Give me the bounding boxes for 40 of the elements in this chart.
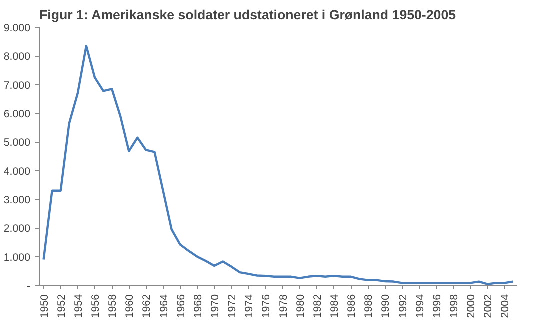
x-tick-label: 1954	[72, 294, 85, 318]
y-tick-label: 2.000	[4, 223, 31, 236]
x-tick-label: 2000	[466, 294, 478, 318]
x-tick-label: 1980	[294, 294, 307, 318]
y-tick-label: 5.000	[4, 137, 31, 150]
y-tick-label: 7.000	[4, 80, 31, 92]
x-tick-label: 1950	[38, 294, 51, 318]
x-tick-label: 1966	[175, 294, 188, 318]
x-tick-label: 1970	[209, 294, 222, 318]
x-tick-label: 1952	[56, 294, 68, 318]
x-tick-label: 1992	[397, 294, 410, 318]
x-tick-label: 1960	[124, 294, 136, 318]
x-tick-label: 1996	[431, 294, 444, 318]
line-series	[42, 45, 514, 286]
x-tick-label: 1984	[328, 294, 341, 318]
x-tick-label: 2002	[482, 294, 495, 318]
y-tick-label: 4.000	[4, 166, 31, 178]
y-tick-label: 6.000	[4, 108, 31, 120]
x-tick-label: 1958	[107, 294, 120, 318]
y-tick-label: 9.000	[4, 22, 31, 34]
chart-title: Figur 1: Amerikanske soldater udstationeret i Grønland 1950-2005	[40, 8, 457, 22]
x-tick-label: 1990	[380, 294, 392, 318]
x-tick-label: 1962	[141, 294, 154, 318]
x-tick-label: 1968	[192, 294, 204, 318]
x-tick-label: 1982	[312, 294, 324, 318]
x-tick-label: 1998	[448, 294, 460, 318]
x-tick-label: 1988	[363, 294, 376, 318]
x-tick-label: 1994	[414, 294, 426, 318]
x-tick-label: 2004	[500, 294, 512, 318]
x-tick-label: 1972	[226, 294, 239, 318]
y-tick-label: 1.000	[4, 252, 31, 264]
x-tick-label: 1956	[90, 294, 102, 318]
x-tick-label: 1974	[244, 294, 256, 318]
x-tick-label: 1964	[158, 294, 170, 318]
x-tick-label: 1978	[278, 294, 290, 318]
y-tick-label: -	[26, 280, 31, 292]
x-tick-label: 1986	[346, 294, 358, 318]
x-tick-label: 1976	[260, 294, 273, 318]
y-tick-label: 3.000	[4, 194, 31, 206]
y-tick-label: 8.000	[4, 51, 31, 64]
